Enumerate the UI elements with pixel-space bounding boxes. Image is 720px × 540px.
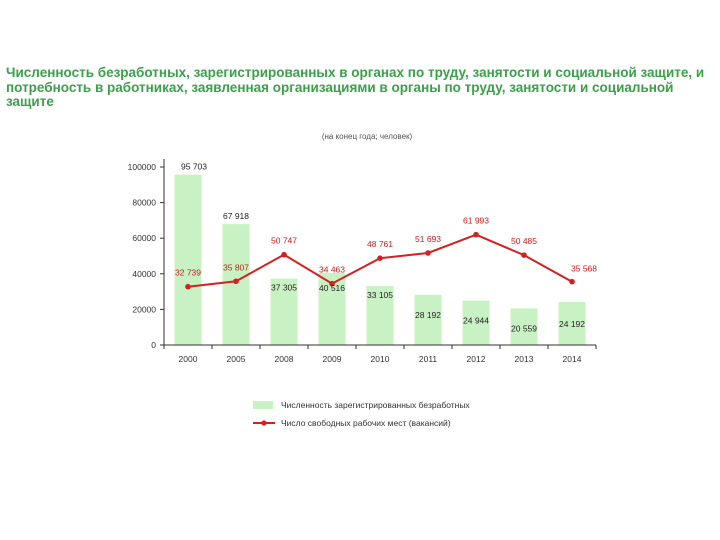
vacancies-point-2009 — [329, 280, 335, 287]
y-tick-label: 20000 — [132, 304, 156, 314]
line-value-label: 48 761 — [367, 239, 393, 249]
bar-2011 — [414, 294, 442, 345]
vacancies-point-2010 — [377, 255, 383, 262]
x-tick-label: 2014 — [563, 354, 582, 364]
bar-value-label: 67 918 — [223, 211, 249, 221]
bar-2013 — [510, 308, 538, 345]
x-tick-label: 2013 — [515, 354, 534, 364]
x-tick-label: 2011 — [419, 354, 438, 364]
y-tick-label: 40000 — [132, 269, 156, 279]
line-value-label: 32 739 — [175, 268, 201, 278]
x-axis: 2000 2005 2008 2009 2010 2011 2012 2013 2014 — [163, 344, 597, 364]
vacancies-point-2013 — [521, 252, 527, 258]
legend-line-marker — [261, 420, 267, 426]
line-labels-layer: 32 739 35 807 50 747 34 463 48 761 51 693 61 9… — [175, 216, 597, 278]
line-layer — [185, 231, 575, 290]
y-tick-label: 100000 — [128, 162, 157, 172]
x-tick-label: 2000 — [179, 354, 198, 364]
bar-2008 — [270, 278, 298, 345]
vacancies-point-2012 — [473, 231, 479, 238]
x-tick-label: 2008 — [275, 354, 294, 364]
bar-value-label: 24 192 — [559, 319, 585, 329]
legend-line-label: Число свободных рабочих мест (вакансий) — [281, 418, 451, 428]
line-value-label: 34 463 — [319, 265, 345, 275]
page-title: Численность безработных, зарегистрирован… — [6, 65, 705, 109]
bar-value-label: 40 516 — [319, 283, 345, 293]
bar-value-label: 33 105 — [367, 290, 393, 300]
line-value-label: 35 807 — [223, 262, 249, 272]
y-tick-label: 80000 — [132, 198, 156, 208]
y-tick-label: 0 — [151, 340, 156, 350]
line-value-label: 51 693 — [415, 234, 441, 244]
line-value-label: 61 993 — [463, 216, 489, 226]
x-tick-label: 2012 — [467, 354, 486, 364]
bars-layer — [174, 174, 586, 345]
bar-2012 — [462, 300, 490, 345]
bar-2005 — [222, 224, 250, 345]
legend-bar-swatch — [253, 401, 273, 409]
vacancies-point-2000 — [185, 283, 191, 290]
bar-2010 — [366, 286, 394, 345]
y-tick-label: 60000 — [132, 233, 156, 243]
vacancies-point-2005 — [233, 278, 239, 285]
bar-value-label: 28 192 — [415, 310, 441, 320]
y-axis: 0 20000 40000 60000 80000 100000 — [128, 159, 165, 350]
x-tick-label: 2009 — [323, 354, 342, 364]
chart-subtitle: (на конец года; человек) — [322, 132, 413, 141]
vacancies-point-2014 — [569, 278, 575, 285]
bar-value-label: 24 944 — [463, 316, 489, 326]
vacancies-point-2008 — [281, 251, 287, 258]
bar-2014 — [558, 301, 586, 345]
legend-bar-label: Численность зарегистрированных безработн… — [281, 400, 470, 410]
x-tick-label: 2005 — [227, 354, 246, 364]
bar-value-label: 37 305 — [271, 283, 297, 293]
bar-2000 — [174, 174, 202, 345]
bar-labels-layer: 95 703 67 918 37 305 40 516 33 105 28 192 24 9… — [181, 162, 585, 334]
x-tick-label: 2010 — [371, 354, 390, 364]
vacancies-point-2011 — [425, 250, 431, 256]
line-value-label: 50 747 — [271, 236, 297, 246]
line-value-label: 35 568 — [571, 264, 597, 274]
legend: Численность зарегистрированных безработн… — [253, 400, 470, 428]
bar-value-label: 95 703 — [181, 162, 207, 172]
line-value-label: 50 485 — [511, 236, 537, 246]
bar-value-label: 20 559 — [511, 323, 537, 333]
